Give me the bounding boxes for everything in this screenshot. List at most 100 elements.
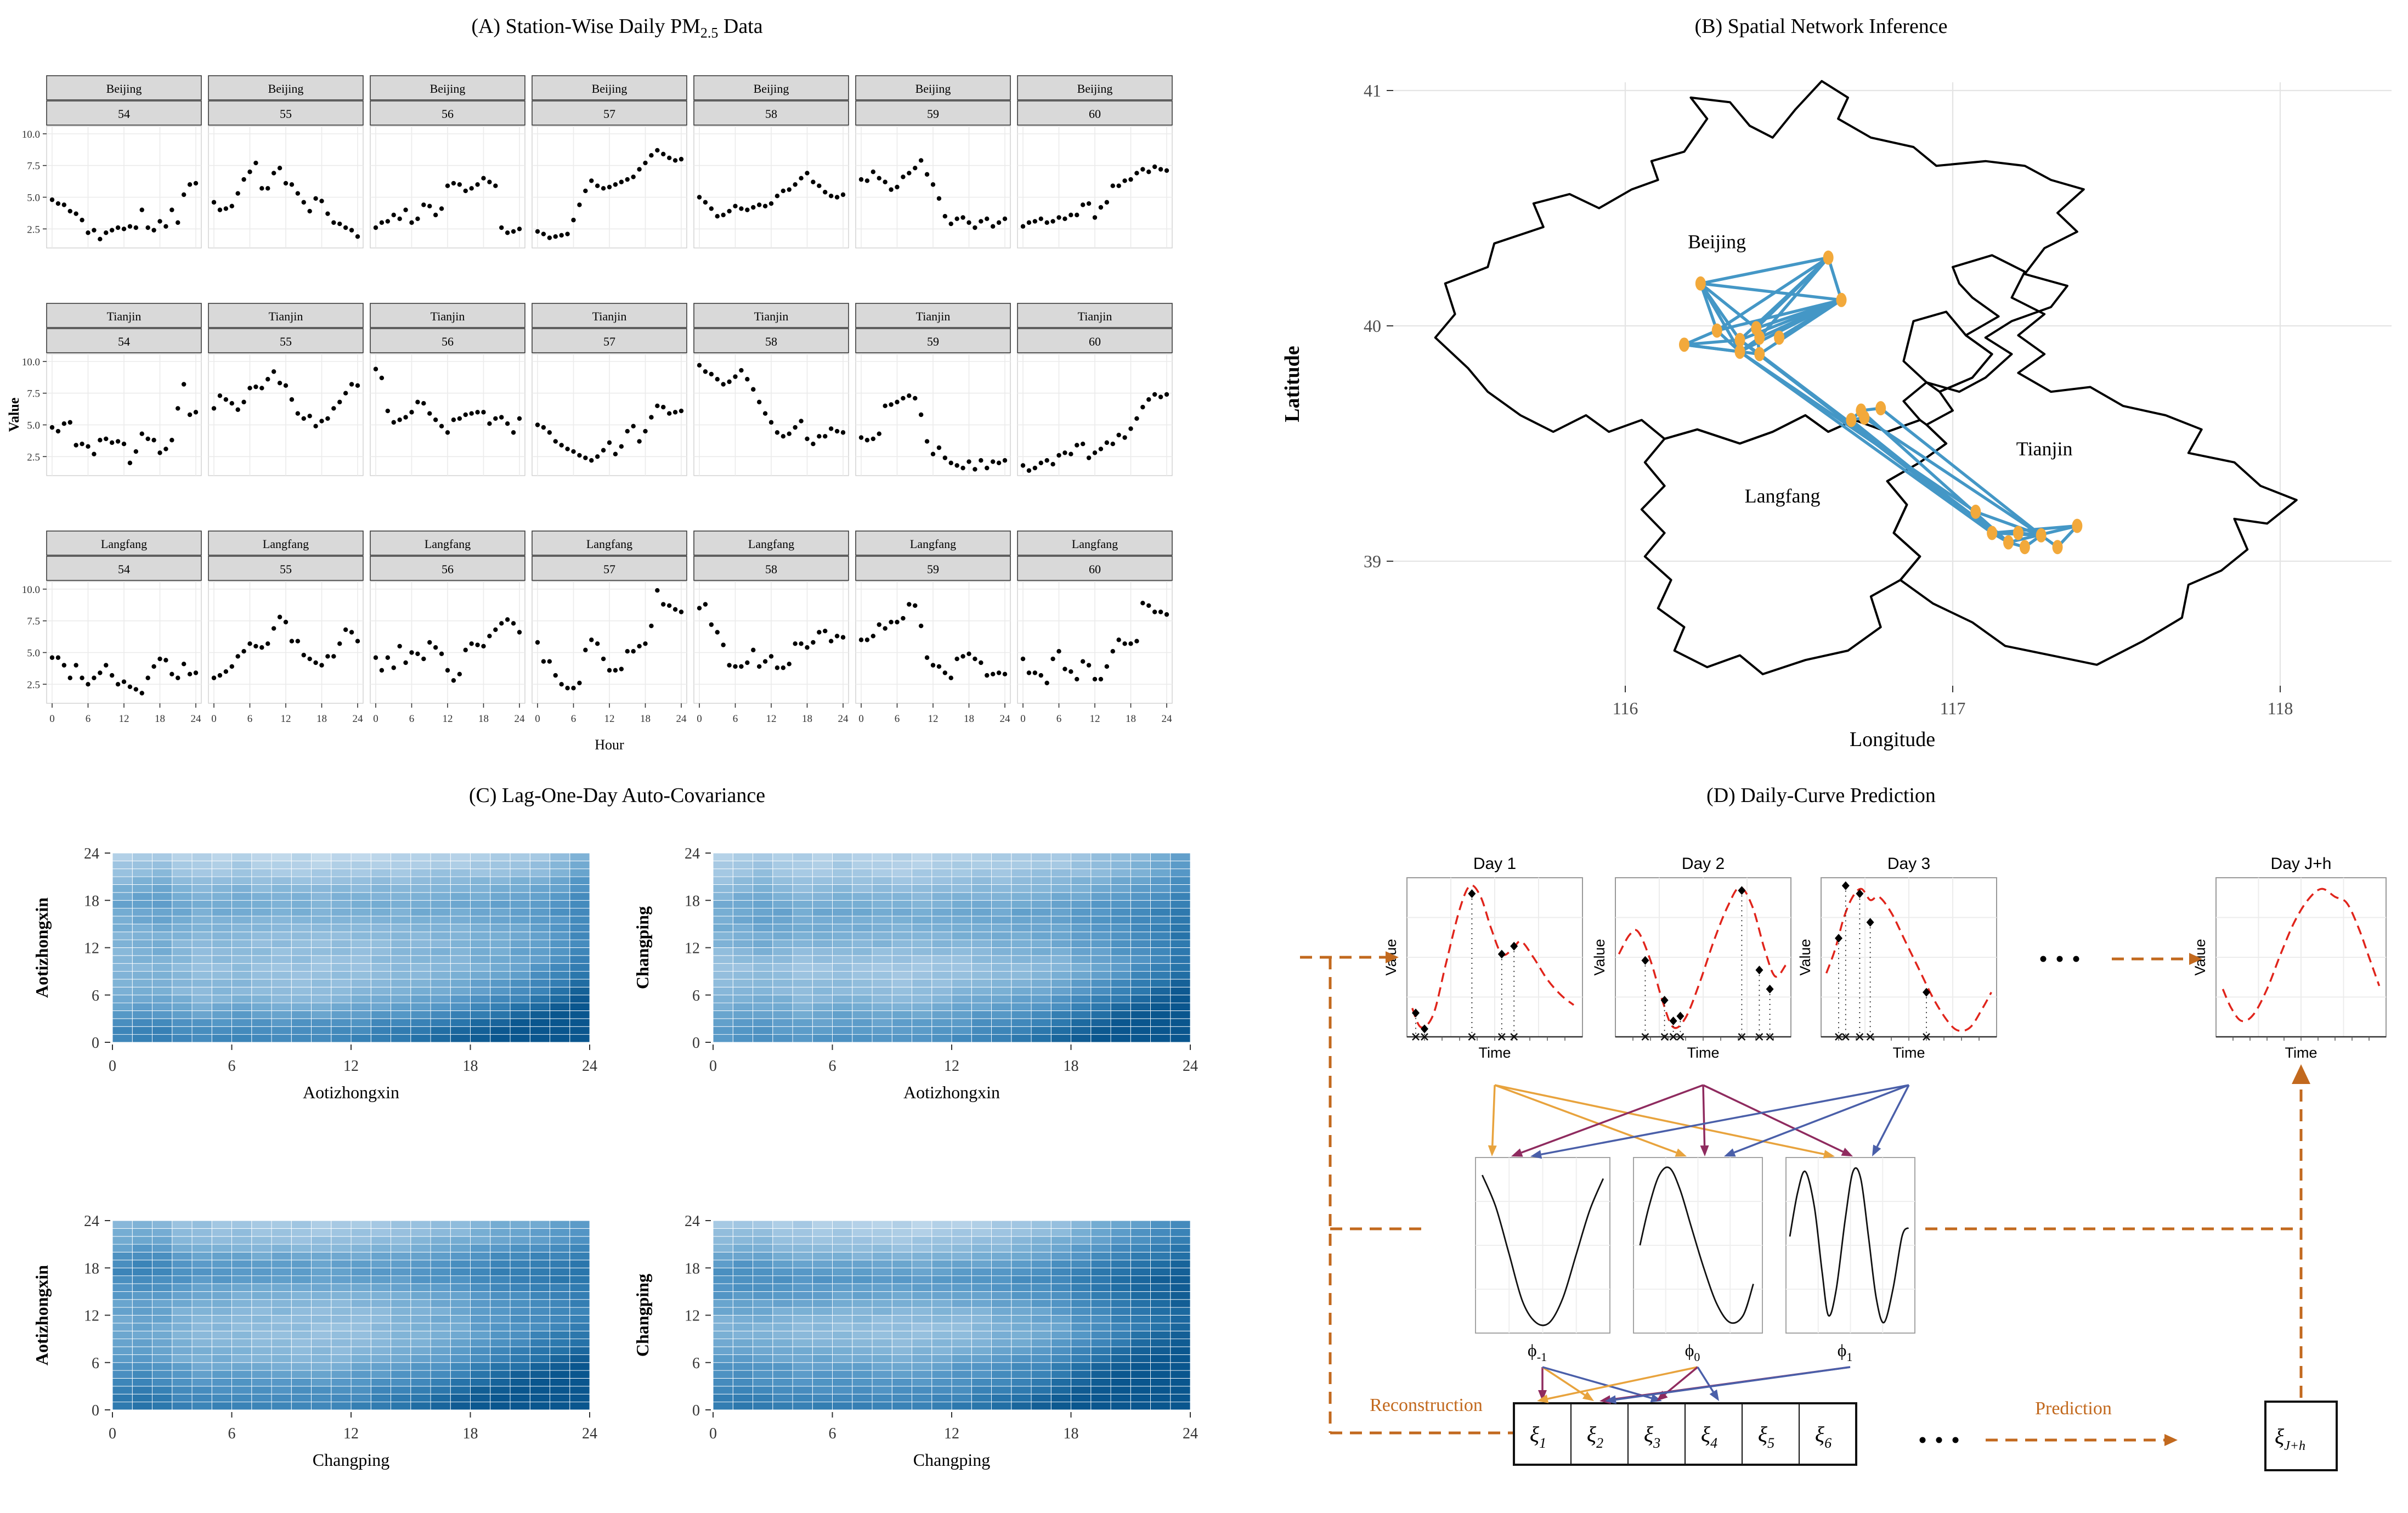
heatmap-cell xyxy=(1031,885,1051,893)
heatmap-cell xyxy=(391,1339,411,1347)
data-point xyxy=(817,434,822,439)
heatmap-cell xyxy=(112,932,132,940)
heatmap-cell xyxy=(570,1316,590,1323)
heatmap-cell xyxy=(212,1354,232,1363)
heatmap-cell xyxy=(1111,1379,1130,1386)
heatmap-cell xyxy=(833,916,852,924)
heatmap-cell xyxy=(112,1026,132,1035)
heatmap-cell xyxy=(232,1386,252,1394)
heatmap-cell xyxy=(912,1363,932,1370)
heatmap-cell xyxy=(391,1268,411,1276)
heatmap-cell xyxy=(252,861,272,869)
data-point xyxy=(313,660,318,665)
heatmap-cell xyxy=(932,1268,952,1276)
heatmap-cell xyxy=(1151,924,1171,932)
heatmap-cell xyxy=(232,1260,252,1268)
heatmap-cell xyxy=(391,932,411,940)
heatmap-cell xyxy=(872,1276,892,1284)
heatmap-cell xyxy=(812,948,833,956)
heatmap-cell xyxy=(172,979,192,987)
data-point xyxy=(1069,451,1073,456)
heatmap-cell xyxy=(1031,1386,1051,1394)
data-point xyxy=(745,377,750,382)
heatmap-cell xyxy=(1071,893,1091,900)
heatmap-cell xyxy=(713,932,733,940)
heatmap-cell xyxy=(411,932,431,940)
heatmap-cell xyxy=(833,1284,852,1291)
x-mark xyxy=(1841,1033,1850,1041)
heatmap-cell xyxy=(252,908,272,916)
heatmap-cell xyxy=(1091,932,1111,940)
heatmap-cell xyxy=(932,924,952,932)
y-tick-label: 5.0 xyxy=(27,648,40,659)
heatmap-cell xyxy=(272,1228,291,1237)
data-point xyxy=(211,200,217,205)
heatmap-cell xyxy=(1130,885,1151,893)
heatmap-cell xyxy=(812,1244,833,1252)
heatmap-cell xyxy=(852,869,872,877)
heatmap-cell xyxy=(550,877,570,884)
heatmap-cell xyxy=(753,1354,773,1363)
sample-point xyxy=(1856,889,1864,898)
heatmap-cell xyxy=(550,956,570,963)
heatmap-cell xyxy=(1151,979,1171,987)
data-point xyxy=(960,465,965,471)
data-point xyxy=(295,639,301,643)
heatmap-cell xyxy=(152,1291,172,1300)
heatmap-cell xyxy=(1011,1252,1031,1260)
data-point xyxy=(601,186,606,191)
x-tick-label: 0 xyxy=(858,713,864,725)
heatmap-cell xyxy=(351,1386,371,1394)
heatmap-cell xyxy=(952,1386,971,1394)
station-node xyxy=(1987,526,1998,540)
facet-strip-day-label: 57 xyxy=(603,335,615,348)
data-point xyxy=(301,200,306,205)
data-point xyxy=(169,438,174,443)
heatmap-cell xyxy=(753,1402,773,1410)
data-point xyxy=(92,228,97,233)
heatmap-cell xyxy=(1051,885,1071,893)
y-tick-label: 6 xyxy=(692,1355,700,1372)
heatmap-cell xyxy=(331,972,351,979)
heatmap-cell xyxy=(232,1003,252,1010)
heatmap-cell xyxy=(471,979,490,987)
heatmap-cell xyxy=(530,1307,550,1315)
heatmap-cell xyxy=(753,853,773,861)
data-point xyxy=(163,224,168,229)
facet-strip-city-label: Tianjin xyxy=(754,309,789,323)
heatmap-cell xyxy=(1091,1237,1111,1244)
heatmap-cell xyxy=(733,1260,753,1268)
heatmap-cell xyxy=(1071,1011,1091,1019)
data-point xyxy=(1050,461,1055,467)
heatmap-cell xyxy=(331,908,351,916)
data-point xyxy=(55,655,61,660)
heatmap-cell xyxy=(471,956,490,963)
heatmap-cell xyxy=(351,1347,371,1354)
heatmap-cell xyxy=(1111,877,1130,884)
data-point xyxy=(679,408,684,414)
heatmap-cell xyxy=(753,869,773,877)
heatmap-cell xyxy=(132,893,152,900)
heatmap-cell xyxy=(1091,1347,1111,1354)
data-point xyxy=(211,406,217,411)
heatmap-cell xyxy=(212,869,232,877)
x-tick-label: 24 xyxy=(515,713,525,725)
data-point xyxy=(109,673,115,678)
facet-strip-day xyxy=(532,556,687,581)
heatmap-cell xyxy=(192,932,212,940)
heatmap-cell xyxy=(733,1237,753,1244)
heatmap-cell xyxy=(1031,893,1051,900)
heatmap-cell xyxy=(1091,972,1111,979)
day-curve xyxy=(1618,886,1787,1029)
heatmap-cell xyxy=(992,1386,1011,1394)
heatmap-cell xyxy=(351,1363,371,1370)
x-tick-label: 24 xyxy=(1183,1425,1198,1442)
heatmap-cell xyxy=(530,979,550,987)
heatmap-cell xyxy=(272,1347,291,1354)
heatmap-cell xyxy=(312,1331,331,1339)
heatmap-cell xyxy=(833,900,852,908)
heatmap-cell xyxy=(291,1019,312,1026)
